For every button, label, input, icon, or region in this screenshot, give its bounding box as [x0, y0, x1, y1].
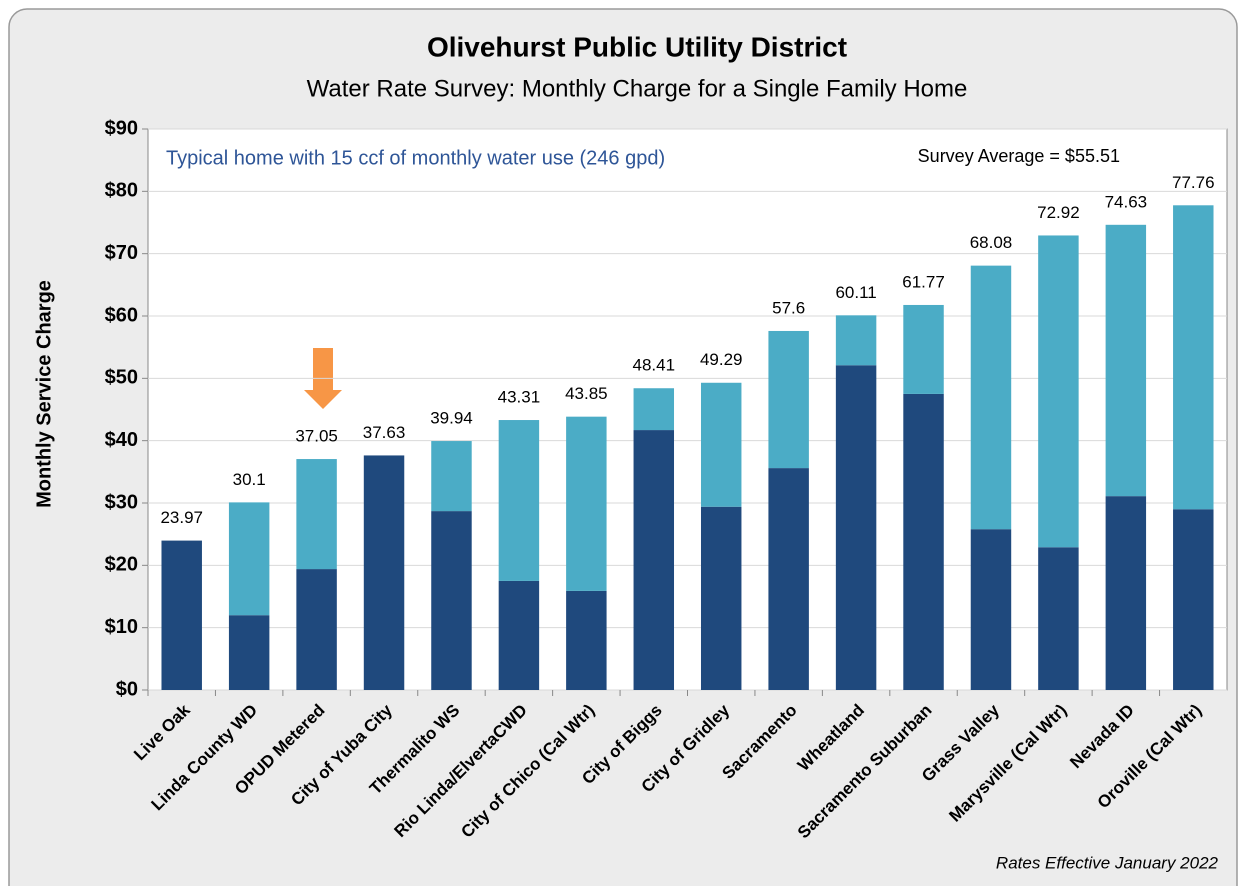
bar-segment — [161, 540, 202, 690]
data-label: 30.1 — [233, 470, 266, 489]
data-label: 37.05 — [295, 427, 338, 446]
y-tick-label: $80 — [105, 180, 138, 202]
y-tick-label: $50 — [105, 367, 138, 389]
data-label: 23.97 — [160, 508, 203, 527]
data-label: 77.76 — [1172, 173, 1215, 192]
annotation: Survey Average = $55.51 — [918, 146, 1120, 166]
bar-segment — [1173, 509, 1214, 690]
bar-segment — [228, 615, 270, 690]
bar-segment — [700, 382, 742, 507]
bar-segment — [903, 393, 944, 690]
y-axis-label: Monthly Service Charge — [33, 280, 55, 508]
bar-segment — [431, 511, 472, 690]
y-tick-label: $70 — [105, 242, 138, 264]
y-tick-label: $20 — [105, 554, 138, 576]
bar-segment — [903, 304, 944, 394]
data-label: 48.41 — [633, 356, 676, 375]
bar-segment — [1105, 224, 1147, 497]
data-label: 68.08 — [970, 233, 1013, 252]
y-tick-label: $10 — [105, 616, 138, 638]
bar-segment — [566, 416, 607, 591]
y-tick-label: $90 — [105, 117, 138, 139]
bar-segment — [768, 468, 809, 690]
bar-segment — [228, 502, 270, 616]
data-label: 43.31 — [498, 388, 541, 407]
data-label: 60.11 — [835, 283, 876, 302]
data-label: 57.6 — [772, 298, 805, 317]
bar-segment — [431, 441, 472, 512]
data-label: 37.63 — [363, 423, 406, 442]
data-label: 61.77 — [902, 272, 945, 291]
y-tick-label: $30 — [105, 491, 138, 513]
bar-segment — [363, 455, 405, 690]
data-label: 72.92 — [1037, 203, 1080, 222]
bar-segment — [296, 569, 337, 690]
bar-segment — [835, 315, 877, 366]
bar-segment — [1038, 235, 1079, 548]
bar-segment — [970, 529, 1012, 690]
bar-segment — [633, 430, 675, 690]
chart-title: Olivehurst Public Utility District — [427, 31, 847, 62]
data-label: 43.85 — [565, 384, 608, 403]
bar-segment — [498, 420, 540, 581]
bar-segment — [1173, 205, 1214, 510]
bar-segment — [1105, 496, 1147, 690]
bar-segment — [296, 459, 337, 570]
bar-segment — [566, 590, 607, 690]
y-tick-label: $0 — [116, 678, 138, 700]
y-tick-label: $40 — [105, 429, 138, 451]
footnote: Rates Effective January 2022 — [996, 853, 1219, 872]
data-label: 74.63 — [1105, 192, 1148, 211]
bar-segment — [835, 365, 877, 690]
bar-segment — [1038, 547, 1079, 690]
data-label: 39.94 — [430, 409, 473, 428]
bar-segment — [970, 265, 1012, 530]
y-tick-label: $60 — [105, 304, 138, 326]
bar-segment — [498, 580, 540, 690]
bar-segment — [768, 330, 809, 469]
chart-subtitle: Water Rate Survey: Monthly Charge for a … — [307, 75, 968, 102]
annotation: Typical home with 15 ccf of monthly wate… — [166, 147, 665, 169]
bar-segment — [633, 388, 675, 431]
data-label: 49.29 — [700, 350, 743, 369]
bar-segment — [700, 506, 742, 690]
